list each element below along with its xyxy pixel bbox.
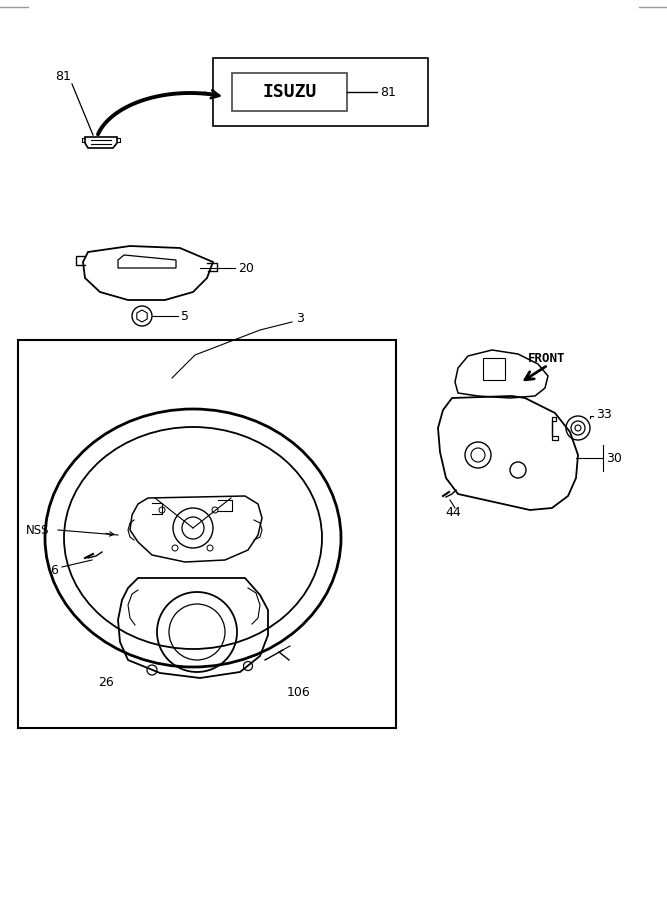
Text: ISUZU: ISUZU [262, 83, 317, 101]
Text: 6: 6 [50, 563, 58, 577]
Bar [213, 58, 428, 126]
Text: 44: 44 [445, 506, 461, 518]
Text: 106: 106 [287, 686, 311, 698]
Text: 26: 26 [98, 677, 114, 689]
Text: FRONT: FRONT [528, 352, 566, 365]
Text: NSS: NSS [26, 524, 49, 536]
Text: 30: 30 [606, 452, 622, 464]
Bar [18, 340, 396, 728]
Text: 5: 5 [181, 310, 189, 322]
Text: 33: 33 [596, 409, 612, 421]
Text: 81: 81 [55, 70, 71, 84]
Bar [483, 358, 505, 380]
Bar [232, 73, 347, 111]
Text: 20: 20 [238, 262, 254, 274]
Text: 81: 81 [380, 86, 396, 98]
Text: 3: 3 [296, 311, 304, 325]
